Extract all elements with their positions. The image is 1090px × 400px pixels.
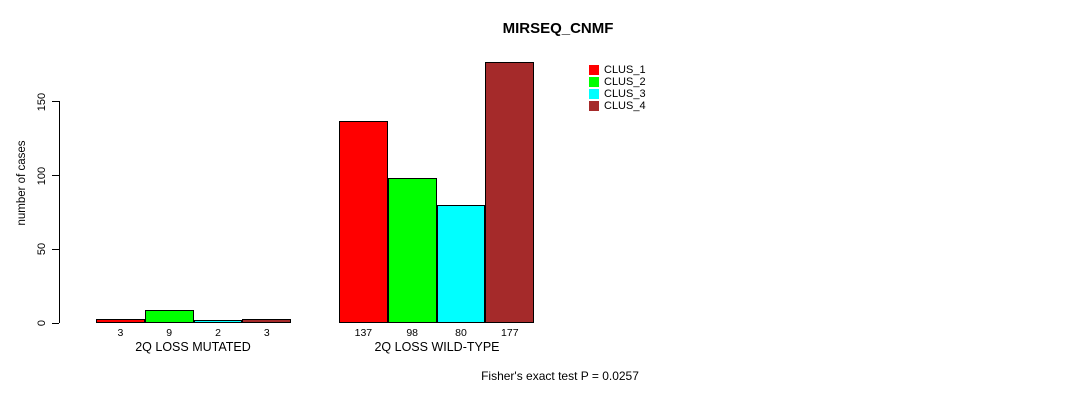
chart-title: MIRSEQ_CNMF — [502, 20, 614, 37]
y-axis-tick — [52, 175, 59, 176]
legend-label: CLUS_2 — [604, 76, 646, 88]
bar-value-label: 3 — [263, 327, 270, 339]
bar-value-label: 137 — [354, 327, 373, 339]
y-axis-tick-label: 150 — [36, 92, 48, 111]
legend-item-clus_4: CLUS_4 — [589, 100, 646, 112]
bar-value-label: 2 — [215, 327, 221, 339]
bar-value-label: 9 — [166, 327, 173, 339]
y-axis-line — [59, 101, 60, 323]
category-label-wildtype: 2Q LOSS WILD-TYPE — [374, 340, 500, 354]
y-axis-tick-label: 50 — [36, 243, 48, 256]
y-axis-tick — [52, 101, 59, 103]
legend-color-swatch — [589, 65, 599, 75]
legend-color-swatch — [589, 101, 599, 111]
bar-clus_2-mutated — [144, 310, 194, 323]
bar-clus_3-wildtype — [436, 205, 486, 323]
bar-clus_2-wildtype — [387, 178, 437, 323]
legend-item-clus_3: CLUS_3 — [589, 88, 646, 100]
bar-clus_1-wildtype — [339, 121, 388, 323]
bar-value-label: 80 — [455, 327, 467, 339]
bar-value-label: 3 — [117, 327, 124, 339]
category-label-mutated: 2Q LOSS MUTATED — [135, 340, 251, 354]
bar-clus_1-mutated — [96, 319, 145, 323]
y-axis-tick-label: 100 — [36, 166, 48, 185]
y-axis-tick-label: 0 — [36, 319, 48, 327]
y-axis-tick — [52, 322, 59, 324]
legend: CLUS_1 CLUS_2 CLUS_3 CLUS_4 — [589, 64, 646, 112]
fisher-test-annotation: Fisher's exact test P = 0.0257 — [481, 369, 639, 383]
legend-color-swatch — [589, 77, 599, 87]
bar-value-label: 177 — [501, 327, 519, 339]
legend-color-swatch — [589, 89, 599, 99]
bar-clus_4-mutated — [242, 319, 292, 323]
y-axis-title: number of cases — [16, 140, 28, 226]
y-axis-tick — [52, 248, 59, 250]
bar-value-label: 98 — [406, 327, 419, 339]
legend-item-clus_2: CLUS_2 — [589, 76, 646, 88]
legend-item-clus_1: CLUS_1 — [589, 64, 646, 76]
bar-clus_3-mutated — [193, 320, 243, 323]
legend-label: CLUS_3 — [604, 88, 646, 100]
bar-clus_4-wildtype — [485, 62, 535, 323]
legend-label: CLUS_4 — [604, 100, 646, 112]
legend-label: CLUS_1 — [604, 64, 646, 76]
